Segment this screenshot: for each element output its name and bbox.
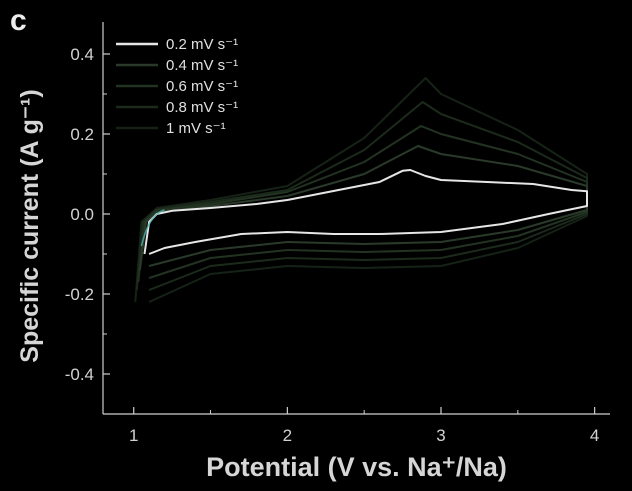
panel-label: c [10,4,27,37]
series-highlight [140,209,165,247]
series-line [138,145,588,271]
series-line [143,169,588,255]
x-tick-label: 4 [590,426,599,445]
legend-label: 0.2 mV s⁻¹ [166,36,238,53]
x-tick-label: 1 [129,426,138,445]
y-tick-label: 0.4 [70,45,94,64]
y-ticks: -0.4 -0.2 0.0 0.2 0.4 [65,45,110,384]
y-axis-title: Specific current (A g⁻¹) [16,89,44,362]
y-tick-label: -0.4 [65,365,94,384]
axes [102,22,610,415]
y-tick-label: 0.0 [70,205,94,224]
x-tick-label: 2 [283,426,292,445]
y-tick-label: 0.2 [70,125,94,144]
x-ticks: 1 2 3 4 [129,407,599,445]
legend-label: 0.6 mV s⁻¹ [166,78,238,95]
data-curves [134,77,588,303]
series-line [135,101,588,291]
legend-label: 0.8 mV s⁻¹ [166,99,238,116]
series-line [137,125,588,283]
x-axis-title: Potential (V vs. Na⁺/Na) [206,452,507,482]
y-tick-label: -0.2 [65,285,94,304]
x-tick-label: 3 [436,426,445,445]
series-line [134,77,588,303]
legend-label: 1 mV s⁻¹ [166,120,226,137]
legend: 0.2 mV s⁻¹ 0.4 mV s⁻¹ 0.6 mV s⁻¹ 0.8 mV s⁻¹… [116,36,238,137]
legend-label: 0.4 mV s⁻¹ [166,57,238,74]
